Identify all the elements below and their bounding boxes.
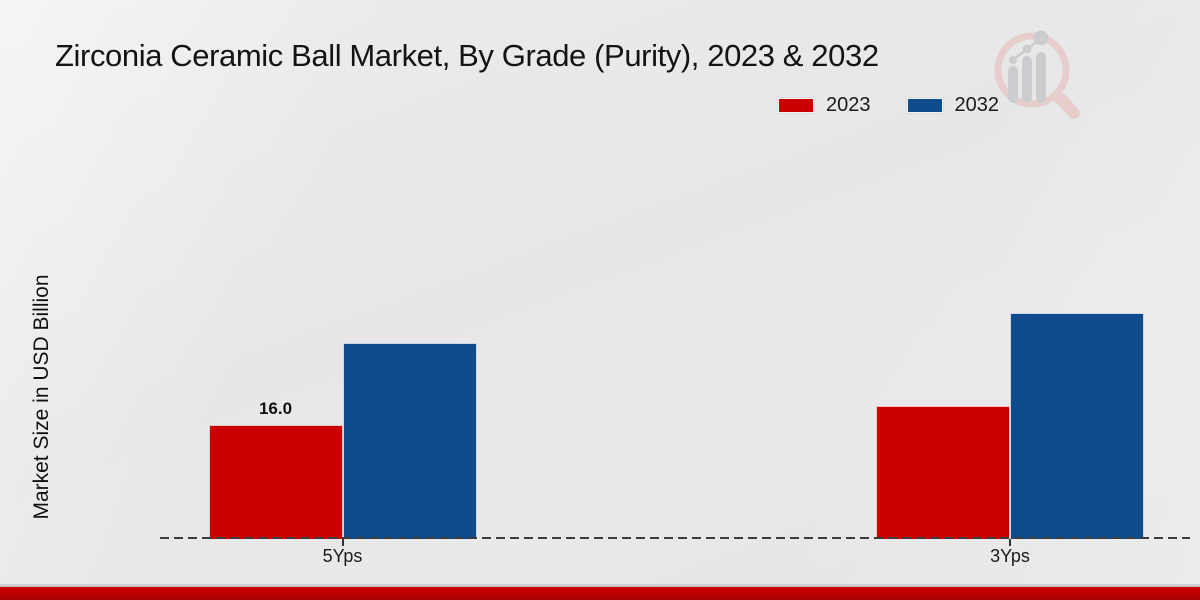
x-axis-category-label: 3Yps xyxy=(990,546,1030,566)
legend-item-2032: 2032 xyxy=(906,94,1000,117)
legend: 2023 2032 xyxy=(778,94,999,117)
bar-2032-3Yps xyxy=(1010,313,1144,539)
x-axis-category-label: 5Yps xyxy=(322,546,363,566)
legend-swatch-2032-icon xyxy=(906,98,943,113)
chart-title: Zirconia Ceramic Ball Market, By Grade (… xyxy=(55,38,879,73)
legend-swatch-2023-icon xyxy=(778,98,814,113)
magnifier-growth-logo-icon xyxy=(994,30,1080,119)
bar-value-label: 16.0 xyxy=(258,399,293,418)
legend-item-2023: 2023 xyxy=(778,94,871,117)
footer-divider xyxy=(0,584,1200,587)
x-axis-line xyxy=(160,537,1190,539)
footer-brand-bar xyxy=(0,587,1200,600)
bar-2023-3Yps xyxy=(876,406,1010,539)
legend-label-2032: 2032 xyxy=(954,94,1000,116)
bar-2023-5Yps xyxy=(208,425,343,539)
x-axis-tick xyxy=(1009,539,1011,546)
x-axis-tick xyxy=(341,539,344,546)
legend-label-2023: 2023 xyxy=(826,94,871,116)
bar-2032-5Yps xyxy=(342,343,477,539)
